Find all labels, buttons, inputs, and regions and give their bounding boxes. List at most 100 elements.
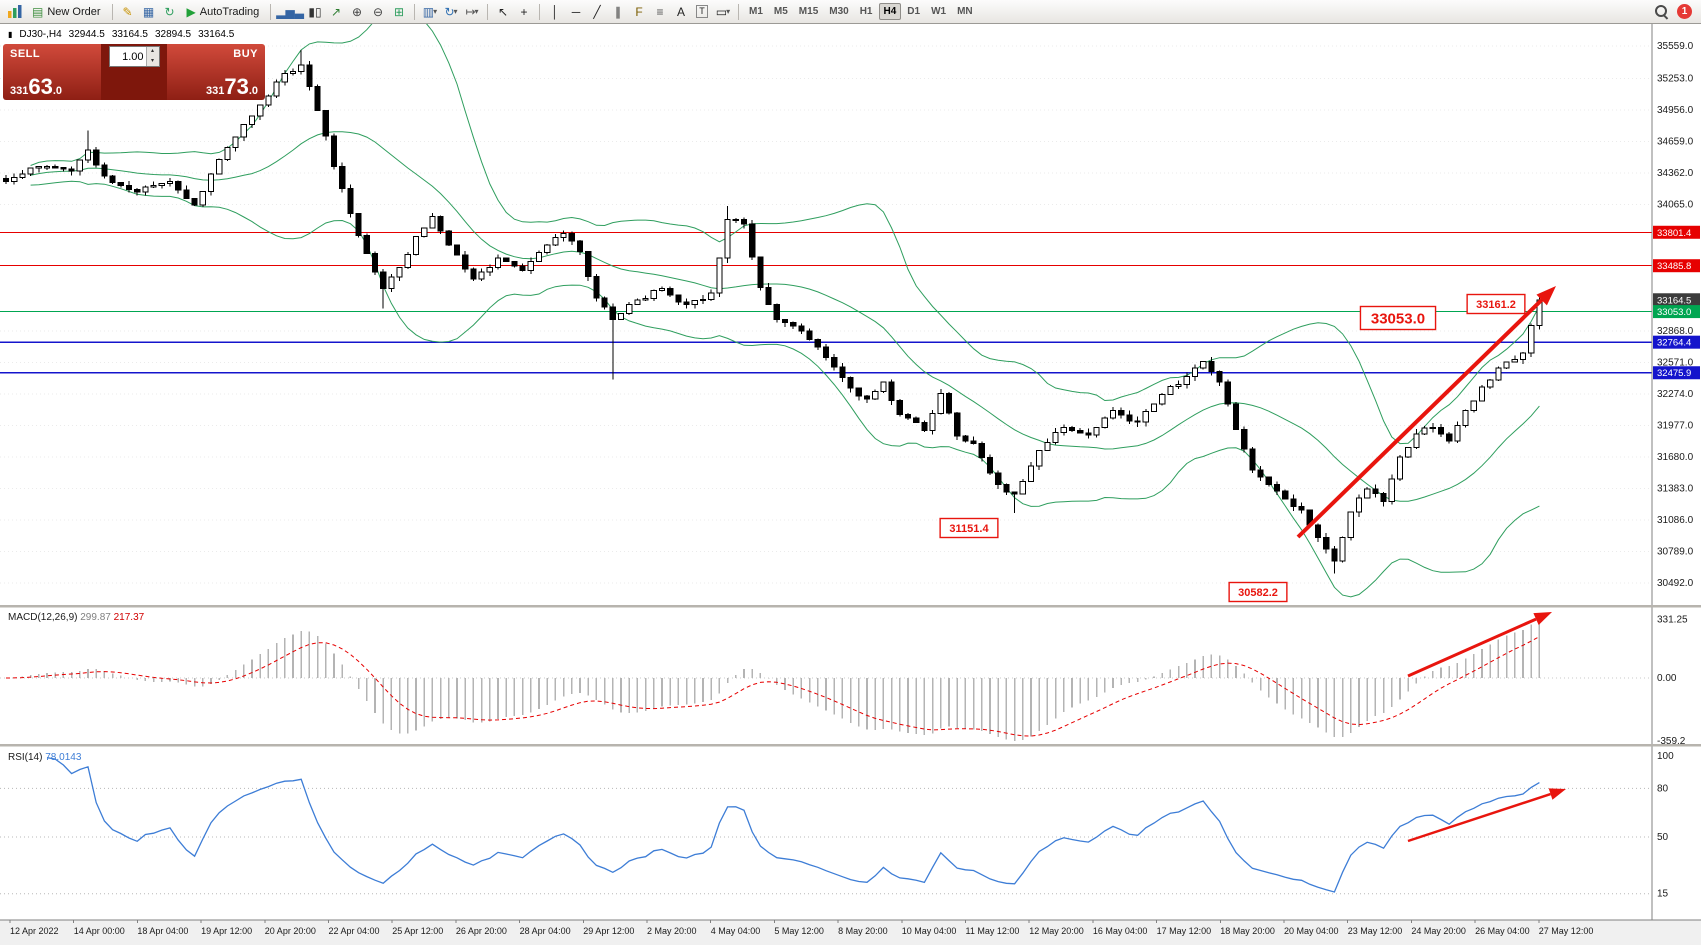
trendline-icon[interactable]: ╱: [587, 2, 607, 21]
timeframe-h4-button[interactable]: H4: [878, 3, 902, 20]
timeframe-mn-button[interactable]: MN: [957, 6, 973, 17]
dropdown-arrow-icon[interactable]: ▾: [726, 7, 731, 16]
panel-separator[interactable]: [0, 744, 1701, 747]
candle-body: [421, 227, 428, 238]
dropdown-arrow-icon[interactable]: ▾: [474, 7, 479, 16]
panel-separator[interactable]: [0, 605, 1701, 608]
candle-body: [945, 393, 953, 414]
terminal-icon[interactable]: ▦: [139, 2, 159, 21]
candle-body: [1347, 511, 1354, 539]
sell-button[interactable]: SELL 331 63.0: [3, 44, 101, 100]
horizontal-line-icon[interactable]: ─: [566, 2, 586, 21]
trend-arrow[interactable]: [1407, 792, 1551, 843]
zoom-in-icon[interactable]: ⊕: [347, 2, 367, 21]
time-label: 20 May 04:00: [1284, 926, 1339, 936]
dropdown-arrow-icon[interactable]: ▾: [433, 7, 438, 16]
buy-button[interactable]: BUY 331 73.0: [167, 44, 265, 100]
toolbar-separator: [486, 3, 488, 20]
line-chart-icon[interactable]: ↗: [326, 2, 346, 21]
price-scale-background[interactable]: [1653, 24, 1701, 920]
crosshair-icon[interactable]: +: [514, 2, 534, 21]
cursor-icon: ↖: [497, 4, 509, 19]
candle-body: [1405, 447, 1412, 458]
candle-body: [240, 124, 247, 138]
price-annotation-box[interactable]: [939, 517, 999, 539]
candle-body: [1011, 491, 1018, 495]
candle-body: [1470, 400, 1477, 411]
timeframe-d1-button[interactable]: D1: [907, 6, 921, 17]
candle-body: [273, 81, 280, 97]
candle-body: [11, 176, 18, 183]
autotrading-button[interactable]: ▶ AutoTrading: [181, 2, 266, 21]
search-icon[interactable]: [1654, 4, 1669, 19]
new-order-button[interactable]: ▤ New Order: [26, 2, 107, 21]
candle-body: [1380, 492, 1387, 503]
volume-up-button[interactable]: ▴: [146, 47, 159, 57]
cursor-icon[interactable]: ↖: [493, 2, 513, 21]
price-annotation-box[interactable]: [1359, 305, 1437, 331]
candle-body: [470, 268, 477, 280]
sell-price-prefix: 331: [10, 85, 29, 97]
notifications-badge[interactable]: 1: [1677, 4, 1692, 19]
zoom-out-icon[interactable]: ⊖: [368, 2, 388, 21]
volume-input[interactable]: [109, 47, 146, 66]
candle-body: [1355, 497, 1363, 513]
mt-logo-icon: [5, 2, 25, 21]
auto-scroll-icon[interactable]: ↻ ▾: [441, 2, 461, 21]
candle-body: [1314, 524, 1322, 539]
vertical-line-icon[interactable]: │: [545, 2, 565, 21]
candle-body: [1273, 483, 1281, 492]
candle-body: [1175, 383, 1182, 388]
candle-body: [101, 164, 108, 177]
timeframe-h1-button[interactable]: H1: [859, 6, 873, 17]
time-label: 22 Apr 04:00: [329, 926, 380, 936]
price-annotation-box[interactable]: [1228, 581, 1288, 603]
fibonacci-icon[interactable]: F: [629, 2, 649, 21]
horizontal-level-lines[interactable]: [0, 231, 1652, 374]
strategy-tester-icon[interactable]: ↻: [160, 2, 180, 21]
price-tick-label: 35253.0: [1657, 73, 1694, 84]
candlestick-chart-icon[interactable]: ▮▯: [305, 2, 325, 21]
new-chart-icon[interactable]: ▥ ▾: [420, 2, 440, 21]
candle-body: [880, 381, 887, 393]
tile-windows-icon[interactable]: ⊞: [389, 2, 409, 21]
bar-chart-icon[interactable]: ▂▅▃: [276, 2, 304, 21]
trend-arrow[interactable]: [1296, 298, 1544, 539]
text-icon[interactable]: A: [671, 2, 691, 21]
equidistant-channel-icon[interactable]: ∥: [608, 2, 628, 21]
arrows-icon[interactable]: ▭ ▾: [713, 2, 733, 21]
timeframe-m1-button[interactable]: M1: [748, 6, 763, 17]
chart-shift-icon[interactable]: ↦ ▾: [462, 2, 482, 21]
metaeditor-icon[interactable]: ✎: [118, 2, 138, 21]
candle-body: [1331, 548, 1338, 562]
time-axis-background[interactable]: [0, 920, 1701, 945]
zoom-in-icon: ⊕: [351, 4, 363, 19]
candle-body: [281, 72, 288, 83]
timeframe-m15-button[interactable]: M15: [798, 6, 819, 17]
price-annotation-box[interactable]: [1466, 293, 1526, 315]
trend-arrow[interactable]: [1407, 617, 1537, 678]
volume-down-button[interactable]: ▾: [146, 56, 159, 66]
horizontal-line-icon: ─: [571, 4, 581, 19]
candle-body: [453, 244, 461, 256]
trendline-icon: ╱: [593, 4, 601, 19]
timeframe-m5-button[interactable]: M5: [773, 6, 788, 17]
andrews-pitchfork-icon[interactable]: ≡: [650, 2, 670, 21]
time-axis[interactable]: 12 Apr 2022 14 Apr 00:00 18 Apr 04:00 19 Ap…: [0, 919, 1701, 945]
timeframe-w1-button[interactable]: W1: [931, 6, 947, 17]
chart-annotations[interactable]: 33053.0 33161.2 31151.4 30582.2: [939, 286, 1556, 603]
text-label-icon[interactable]: T: [692, 2, 712, 21]
dropdown-arrow-icon[interactable]: ▾: [453, 7, 458, 16]
candle-body: [1388, 478, 1395, 503]
trend-arrow-head: [1548, 788, 1566, 800]
candle-body: [314, 85, 321, 112]
price-scale[interactable]: 35559.0 35253.0 34956.0 34659.0 34362.0 34065…: [1651, 24, 1701, 920]
candle-body: [437, 216, 444, 232]
candle-body: [445, 230, 452, 246]
candle-body: [1511, 359, 1518, 363]
timeframe-m30-button[interactable]: M30: [829, 6, 849, 17]
candle-body: [962, 435, 969, 442]
auto-scroll-icon: ↻: [444, 4, 455, 19]
candle-body: [462, 254, 469, 270]
